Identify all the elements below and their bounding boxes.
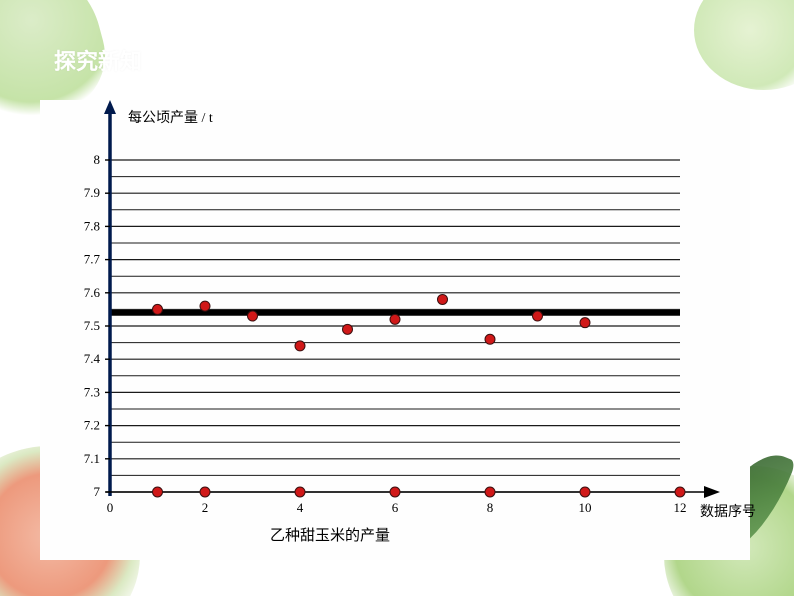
y-tick-label: 7.7 (84, 252, 101, 267)
data-point (248, 311, 258, 321)
x-axis-marker (200, 487, 210, 497)
slide-title: 探究新知 (54, 44, 142, 76)
data-point (200, 301, 210, 311)
y-axis-title: 每公顷产量 / t (128, 110, 213, 126)
x-tick-label: 8 (487, 500, 494, 515)
data-point (580, 318, 590, 328)
y-tick-label: 7.5 (84, 318, 100, 333)
x-tick-label: 0 (107, 500, 114, 515)
data-point (485, 334, 495, 344)
x-tick-label: 12 (674, 500, 687, 515)
y-tick-label: 7.9 (84, 185, 100, 200)
data-point (295, 341, 305, 351)
data-point (533, 311, 543, 321)
x-axis-marker (675, 487, 685, 497)
x-tick-label: 10 (579, 500, 592, 515)
scatter-chart: 7 7.1 7.2 7.3 7.4 7.5 7.6 7.7 7.8 7.9 8 0 2 4 6 8 10 12 每公… (40, 100, 750, 560)
y-tick-label: 7.6 (84, 285, 101, 300)
x-axis-marker (295, 487, 305, 497)
chart-panel: 7 7.1 7.2 7.3 7.4 7.5 7.6 7.7 7.8 7.9 8 0 2 4 6 8 10 12 每公… (40, 100, 750, 560)
x-tick-label: 6 (392, 500, 399, 515)
data-point (438, 294, 448, 304)
x-axis-marker (485, 487, 495, 497)
y-tick-label: 7.4 (84, 351, 101, 366)
data-point (390, 314, 400, 324)
x-axis-title: 数据序号 (700, 504, 756, 520)
x-tick-label: 2 (202, 500, 209, 515)
y-tick-label: 7.2 (84, 418, 100, 433)
x-axis-marker (580, 487, 590, 497)
data-point (153, 304, 163, 314)
y-tick-label: 7.8 (84, 218, 100, 233)
data-point (343, 324, 353, 334)
y-tick-label: 7.3 (84, 384, 100, 399)
x-axis-marker (153, 487, 163, 497)
chart-caption: 乙种甜玉米的产量 (270, 527, 390, 544)
y-axis-arrow (104, 100, 116, 114)
x-tick-label: 4 (297, 500, 304, 515)
decor-leaf-top-right (694, 0, 794, 90)
x-axis-arrow (704, 486, 720, 498)
slide: 探究新知 7 7.1 7.2 7.3 7.4 7.5 7.6 7.7 7.8 7.9 8 0 2 4 6 8 1… (0, 0, 794, 596)
x-axis-marker (390, 487, 400, 497)
y-tick-label: 7 (94, 484, 101, 499)
y-tick-label: 7.1 (84, 451, 100, 466)
y-tick-label: 8 (94, 152, 101, 167)
